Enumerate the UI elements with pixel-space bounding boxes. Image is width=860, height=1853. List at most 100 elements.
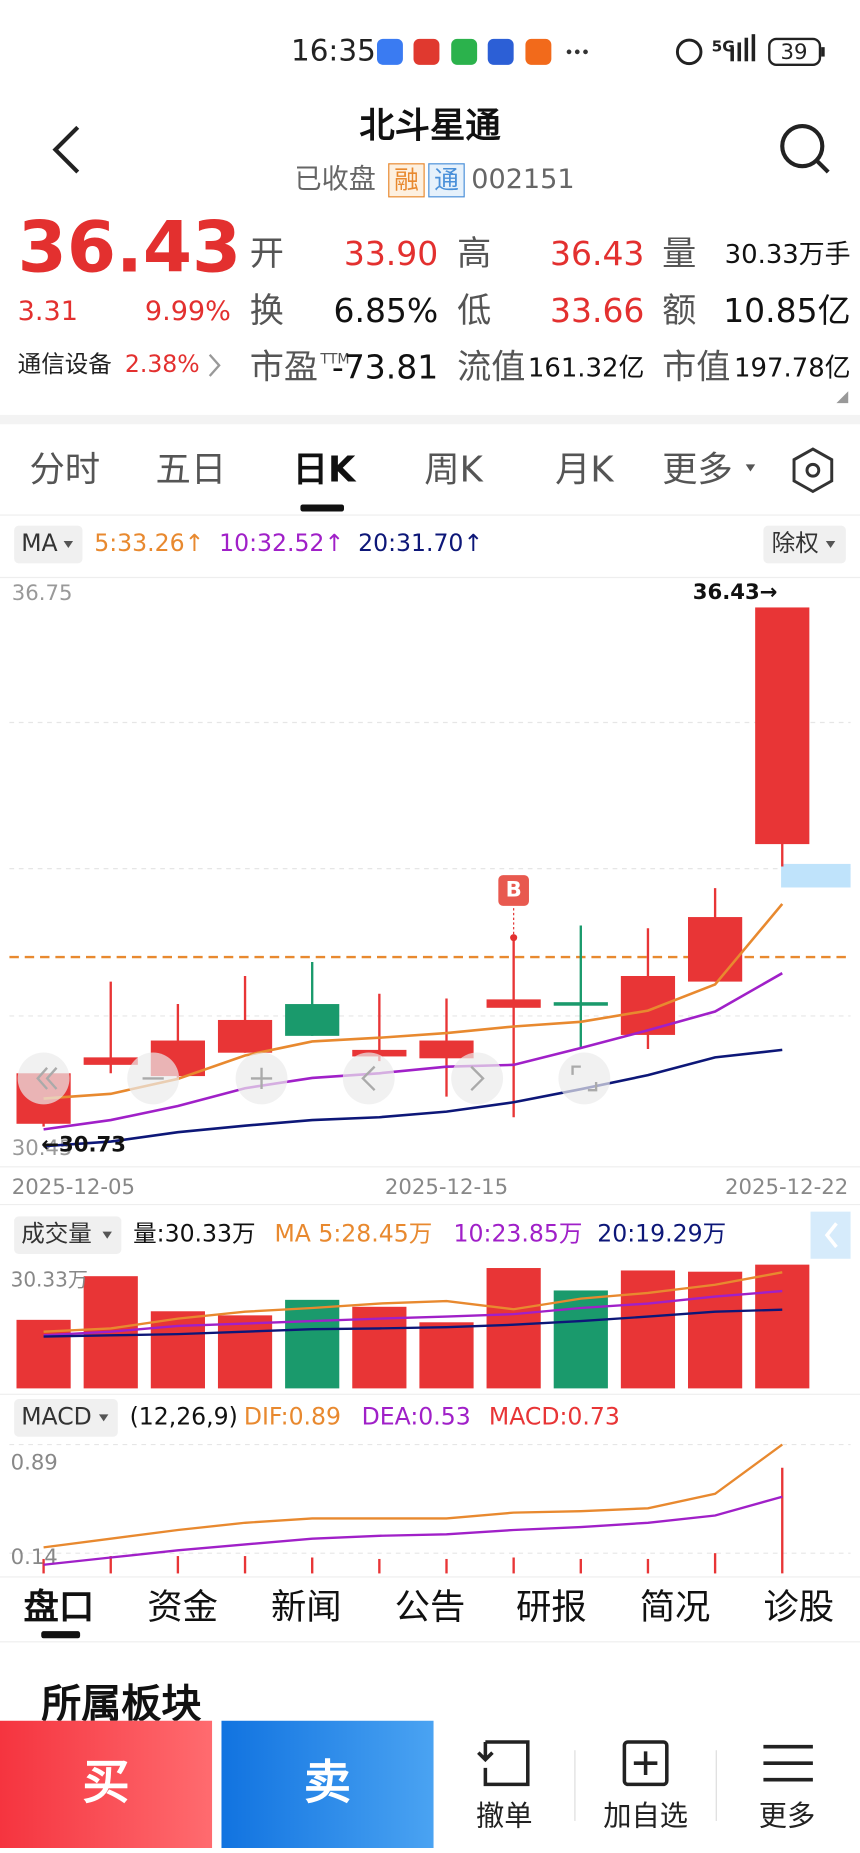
volume-bar — [486, 1268, 541, 1389]
expand-corner[interactable] — [836, 391, 849, 404]
clock: 16:35 — [291, 33, 376, 67]
nav-icon — [571, 1065, 598, 1092]
adjust-label[interactable]: 除权 — [772, 529, 819, 557]
field-label: 换 — [250, 291, 284, 331]
y-tick-label: 30.45 — [12, 1136, 73, 1161]
legend-entry: 20:31.70↑ — [358, 529, 483, 557]
candle-body — [486, 999, 541, 1008]
dropdown-caret — [63, 540, 74, 549]
period-tab[interactable]: 更多 — [662, 449, 733, 490]
candle-body — [553, 1002, 608, 1006]
y-tick-label: 30.33万 — [11, 1268, 88, 1292]
grid-decor — [9, 721, 851, 1017]
field-label: 流值 — [457, 347, 525, 387]
tab-underline — [300, 504, 345, 512]
buy-label[interactable]: 买 — [82, 1756, 129, 1811]
ma-selector[interactable] — [14, 525, 83, 564]
x-tick-label: 2025-12-15 — [385, 1175, 508, 1200]
volume-bar — [285, 1299, 340, 1389]
buy-button[interactable] — [0, 1720, 213, 1849]
detail-tab[interactable]: 新闻 — [271, 1587, 342, 1628]
macd-line — [43, 1443, 783, 1549]
network: 5G — [712, 38, 735, 56]
legend-entry: 10:23.85万 — [454, 1220, 583, 1248]
legend-entry: 20:19.29万 — [597, 1220, 726, 1248]
detail-tab[interactable]: 简况 — [640, 1587, 711, 1628]
sector-name: 通信设备 — [18, 350, 112, 378]
side-tab[interactable] — [810, 1211, 851, 1259]
adjust-selector[interactable] — [763, 525, 846, 564]
sector-arrow[interactable] — [208, 353, 221, 377]
section-title: 所属板块 — [41, 1682, 201, 1728]
badge-box — [428, 163, 465, 198]
back-button[interactable] — [52, 125, 80, 174]
detail-tab[interactable]: 诊股 — [763, 1587, 834, 1628]
detail-tab[interactable]: 盘口 — [24, 1587, 95, 1628]
period-tab[interactable]: 分时 — [29, 449, 100, 490]
divider — [0, 414, 860, 425]
x-tick-label: 2025-12-22 — [725, 1175, 848, 1200]
period-tab[interactable]: 周K — [424, 449, 483, 490]
volume-bar — [620, 1270, 676, 1389]
field-value: 10.85亿 — [723, 291, 850, 330]
period-tab[interactable]: 月K — [555, 449, 614, 490]
field-label: 低 — [457, 291, 491, 331]
field-label-sup: TTM — [319, 351, 349, 367]
period-tab[interactable]: 日K — [293, 449, 357, 490]
field-value: 36.43 — [550, 234, 644, 273]
candle-body — [217, 1019, 273, 1053]
candle-body — [419, 1040, 474, 1059]
stock-name: 北斗星通 — [359, 105, 501, 146]
nav-control[interactable] — [558, 1052, 611, 1105]
detail-tab[interactable]: 资金 — [147, 1587, 218, 1628]
candle-body — [688, 917, 743, 982]
ma-line — [43, 972, 783, 1131]
detail-tab[interactable]: 研报 — [516, 1587, 587, 1628]
volume-bar — [150, 1311, 205, 1389]
dropdown-caret — [745, 464, 756, 472]
field-value: 33.90 — [344, 234, 438, 273]
period-tab[interactable]: 五日 — [156, 449, 227, 490]
action-icons — [477, 1740, 813, 1787]
panel-title[interactable]: MACD — [21, 1402, 92, 1430]
volume-selector[interactable] — [14, 1216, 122, 1255]
action-label[interactable]: 加自选 — [603, 1799, 688, 1832]
legend-entry: DEA:0.53 — [362, 1402, 471, 1430]
ma-line — [43, 1271, 783, 1333]
volume-bar — [553, 1290, 608, 1389]
volume-bar — [755, 1264, 810, 1389]
field-label: 量 — [662, 234, 696, 274]
x-tick-label: 2025-12-05 — [12, 1175, 135, 1200]
sell-button[interactable] — [221, 1720, 434, 1849]
macd-selector[interactable] — [14, 1398, 118, 1437]
nav-control[interactable] — [17, 1052, 70, 1105]
field-value: 30.33万手 — [725, 240, 851, 270]
nav-control[interactable] — [451, 1052, 504, 1105]
price-limit-box — [781, 863, 851, 888]
indicator-label[interactable]: MA — [21, 529, 57, 557]
action-label[interactable]: 撤单 — [476, 1799, 533, 1832]
field-label: 开 — [250, 234, 284, 274]
legend-entry: 10:32.52↑ — [219, 529, 344, 557]
y-tick-label: 0.89 — [11, 1450, 58, 1475]
sell-label[interactable]: 卖 — [304, 1756, 351, 1811]
detail-tab[interactable]: 公告 — [395, 1587, 466, 1628]
marker-dot — [510, 934, 518, 942]
price-change: 3.31 — [18, 296, 78, 327]
settings-button[interactable] — [792, 447, 834, 494]
nav-control[interactable] — [342, 1052, 395, 1105]
badge: 融 — [394, 166, 419, 195]
volume-bar — [688, 1271, 743, 1389]
marker-badge — [498, 875, 529, 906]
action-label[interactable]: 更多 — [759, 1799, 816, 1832]
field-value: 6.85% — [333, 291, 438, 330]
ma-line — [43, 1289, 783, 1337]
volume-bar — [419, 1322, 474, 1389]
search-button[interactable] — [780, 124, 830, 174]
panel-title[interactable]: 成交量 — [21, 1220, 92, 1248]
marker-label: B — [506, 877, 522, 902]
tab-underline — [41, 1631, 81, 1639]
nav-icon — [36, 1067, 58, 1090]
field-label: 高 — [457, 234, 491, 274]
